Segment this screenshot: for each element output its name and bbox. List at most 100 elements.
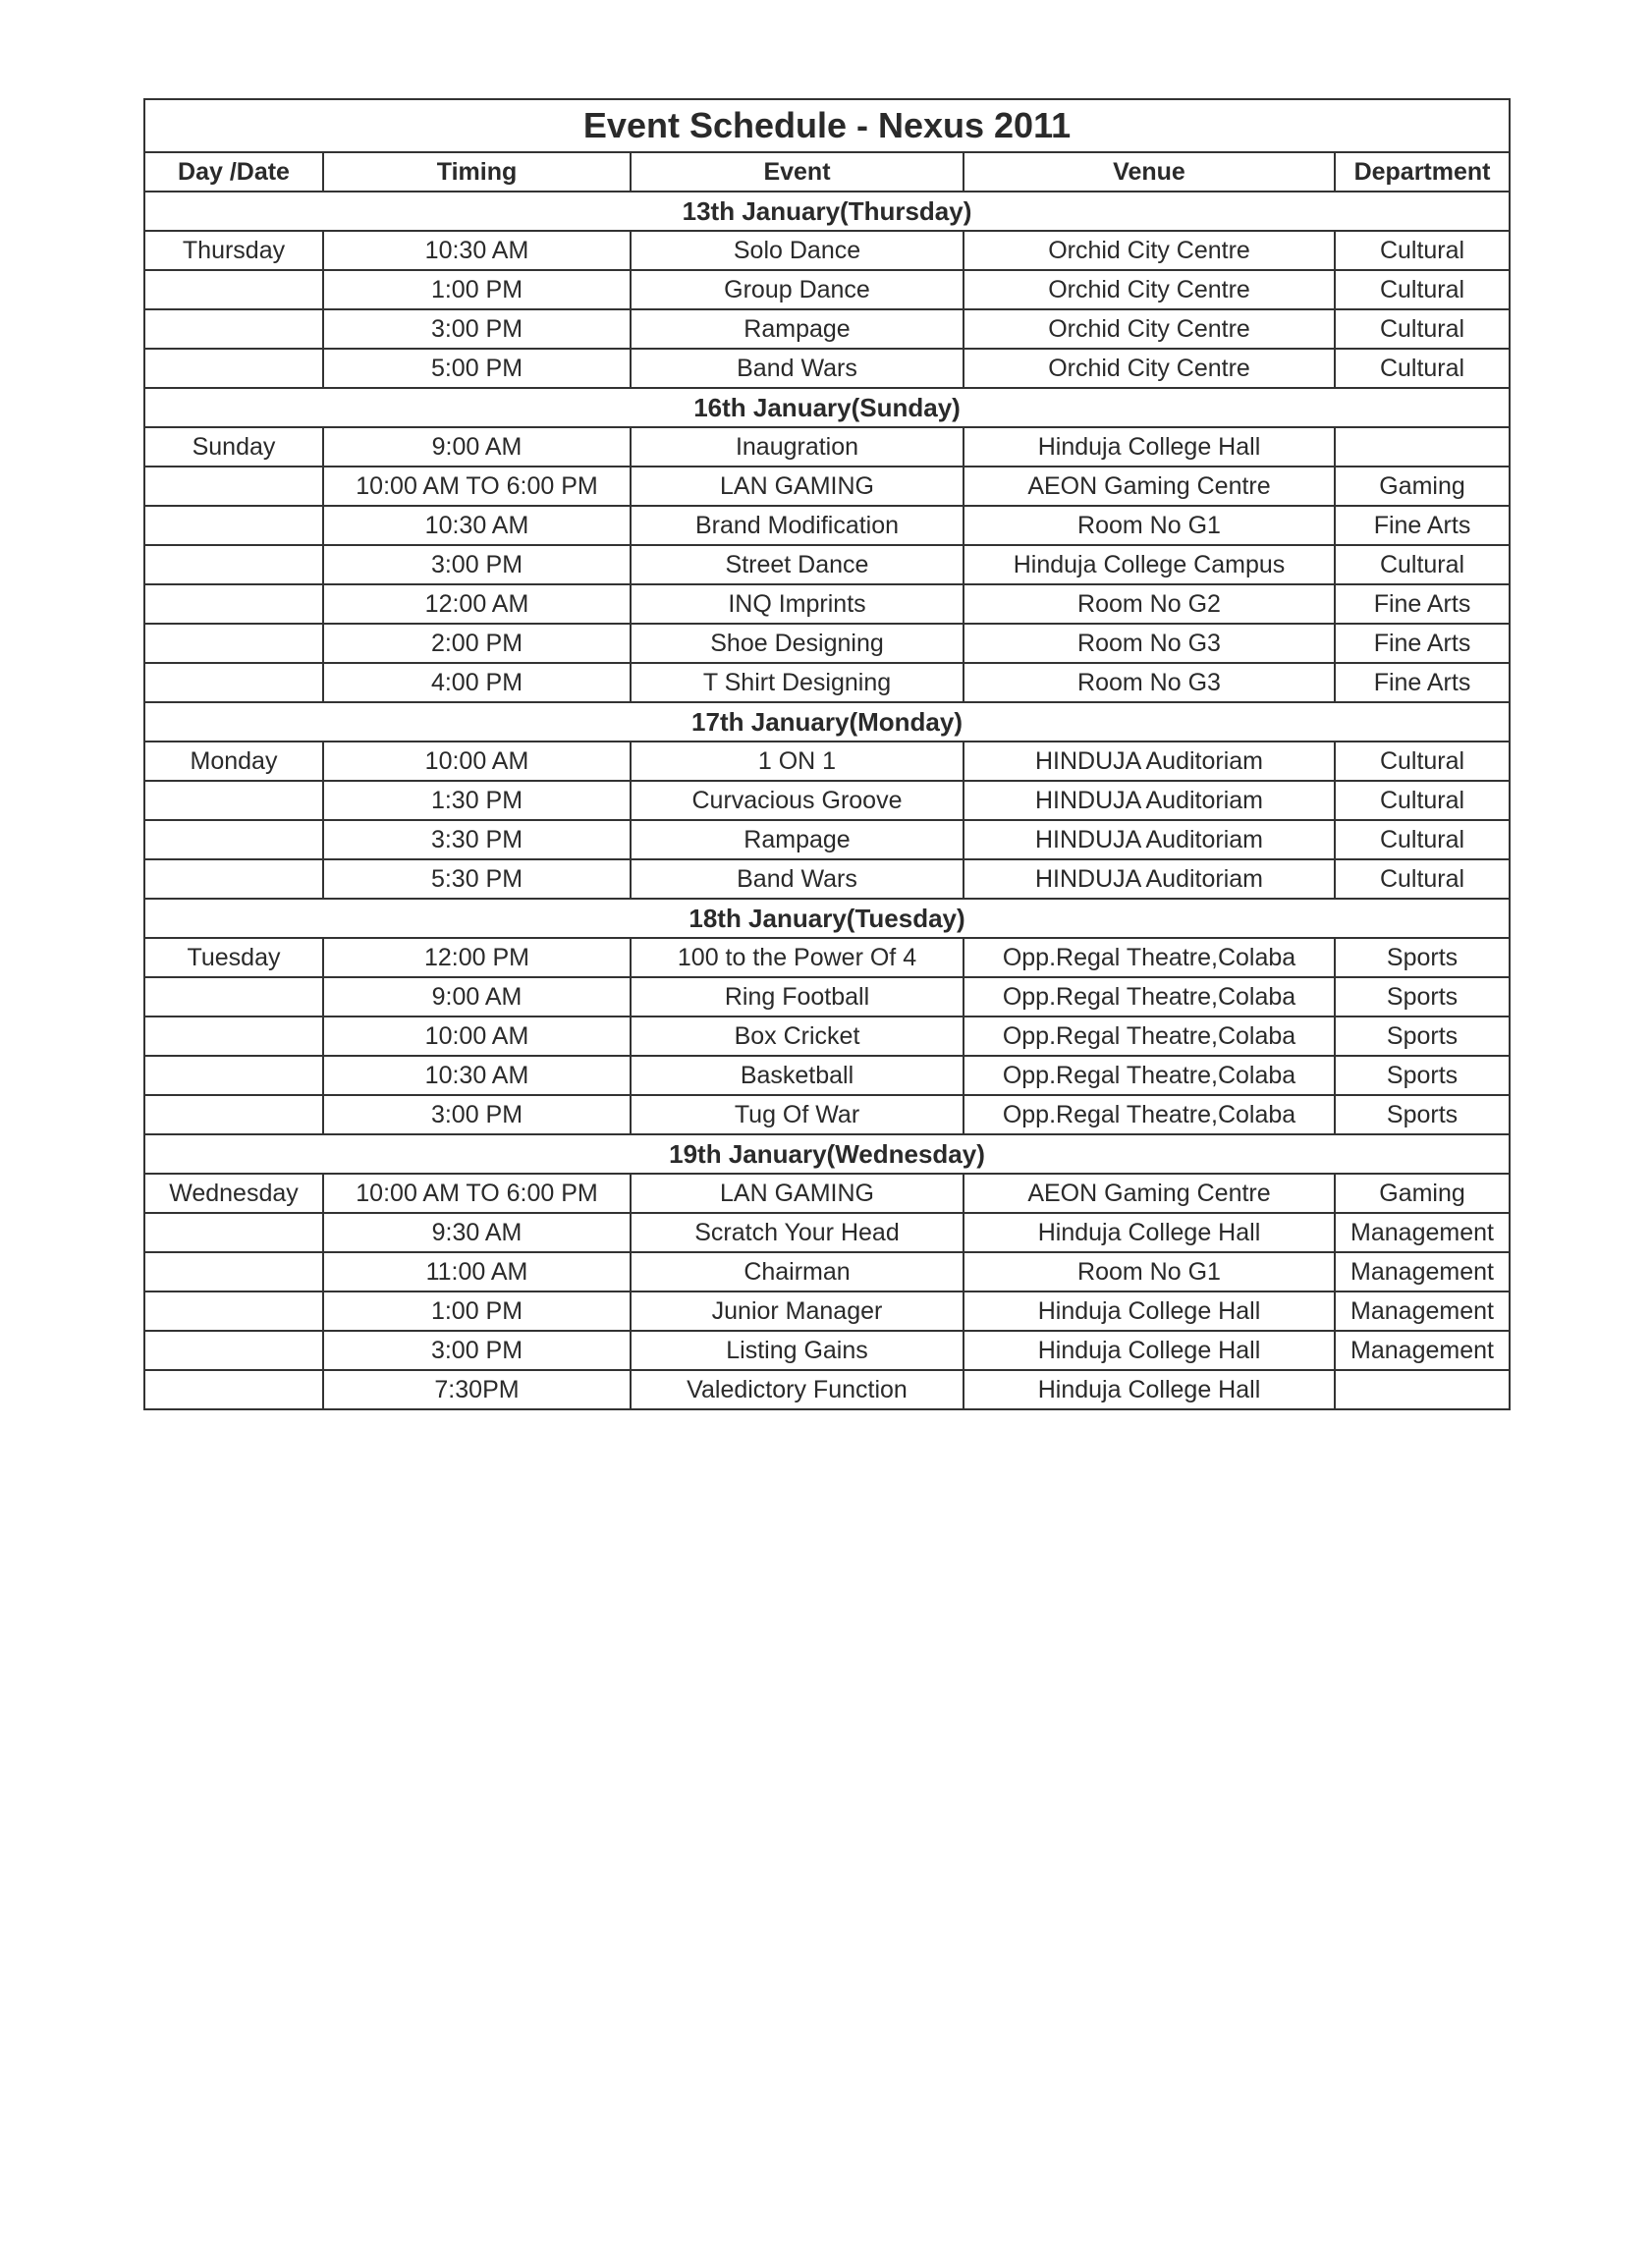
venue-cell: Opp.Regal Theatre,Colaba: [963, 1016, 1336, 1057]
table-row: 1:00 PM Junior Manager Hinduja College Hal…: [143, 1291, 1512, 1332]
table-row: 11:00 AM Chairman Room No G1 Management: [143, 1251, 1512, 1292]
day-cell: [143, 1094, 324, 1135]
timing-cell: 2:00 PM: [322, 623, 632, 664]
venue-cell: Opp.Regal Theatre,Colaba: [963, 976, 1336, 1017]
header-timing: Timing: [322, 151, 632, 192]
day-cell: [143, 583, 324, 625]
table-row: Monday 10:00 AM 1 ON 1 HINDUJA Auditoriam Cu…: [143, 741, 1512, 782]
date-row: 19th January(Wednesday): [142, 1133, 1512, 1175]
date-heading: 19th January(Wednesday): [142, 1133, 1512, 1175]
event-cell: Brand Modification: [630, 505, 964, 546]
department-cell: Management: [1333, 1291, 1512, 1332]
venue-cell: Hinduja College Hall: [963, 1369, 1336, 1410]
table-row: Sunday 9:00 AM Inaugration Hinduja College …: [143, 426, 1512, 467]
day-cell: [143, 1016, 324, 1057]
table-row: 3:00 PM Rampage Orchid City Centre Cultural: [143, 308, 1512, 350]
table-row: 7:30PM Valedictory Function Hinduja Colleg…: [143, 1369, 1512, 1410]
timing-cell: 9:00 AM: [322, 976, 632, 1017]
table-row: 1:00 PM Group Dance Orchid City Centre Cult…: [143, 269, 1512, 310]
table-row: 10:00 AM Box Cricket Opp.Regal Theatre,Col…: [143, 1016, 1512, 1057]
table-row: Thursday 10:30 AM Solo Dance Orchid City Ce…: [143, 230, 1512, 271]
department-cell: [1333, 1369, 1512, 1410]
table-row: 2:00 PM Shoe Designing Room No G3 Fine Arts: [143, 623, 1512, 664]
event-cell: Scratch Your Head: [630, 1212, 964, 1253]
timing-cell: 1:30 PM: [322, 780, 632, 821]
timing-cell: 1:00 PM: [322, 269, 632, 310]
event-cell: Junior Manager: [630, 1291, 964, 1332]
date-heading: 13th January(Thursday): [142, 191, 1512, 232]
timing-cell: 10:30 AM: [322, 1055, 632, 1096]
table-row: 10:30 AM Basketball Opp.Regal Theatre,Cola…: [143, 1055, 1512, 1096]
department-cell: Fine Arts: [1333, 583, 1512, 625]
venue-cell: HINDUJA Auditoriam: [963, 741, 1336, 782]
date-heading: 17th January(Monday): [142, 701, 1512, 742]
venue-cell: Opp.Regal Theatre,Colaba: [963, 937, 1336, 978]
venue-cell: Orchid City Centre: [963, 230, 1336, 271]
day-cell: [143, 466, 324, 507]
header-department: Department: [1333, 151, 1512, 192]
event-cell: Rampage: [630, 308, 964, 350]
event-cell: Valedictory Function: [630, 1369, 964, 1410]
venue-cell: Orchid City Centre: [963, 269, 1336, 310]
timing-cell: 3:00 PM: [322, 308, 632, 350]
venue-cell: Room No G2: [963, 583, 1336, 625]
venue-cell: Hinduja College Hall: [963, 1330, 1336, 1371]
day-cell: [143, 544, 324, 585]
timing-cell: 9:00 AM: [322, 426, 632, 467]
timing-cell: 3:00 PM: [322, 544, 632, 585]
date-row: 13th January(Thursday): [142, 191, 1512, 232]
day-cell: [143, 1212, 324, 1253]
timing-cell: 1:00 PM: [322, 1291, 632, 1332]
department-cell: Cultural: [1333, 819, 1512, 860]
venue-cell: Opp.Regal Theatre,Colaba: [963, 1055, 1336, 1096]
day-cell: Thursday: [143, 230, 324, 271]
day-cell: [143, 505, 324, 546]
table-row: 3:00 PM Tug Of War Opp.Regal Theatre,Colab…: [143, 1094, 1512, 1135]
day-cell: [143, 780, 324, 821]
department-cell: [1333, 426, 1512, 467]
event-cell: Chairman: [630, 1251, 964, 1292]
schedule-title: Event Schedule - Nexus 2011: [142, 98, 1512, 153]
timing-cell: 10:00 AM TO 6:00 PM: [322, 466, 632, 507]
department-cell: Sports: [1333, 976, 1512, 1017]
event-cell: Ring Football: [630, 976, 964, 1017]
venue-cell: Room No G1: [963, 505, 1336, 546]
timing-cell: 10:00 AM: [322, 1016, 632, 1057]
timing-cell: 3:00 PM: [322, 1094, 632, 1135]
timing-cell: 5:00 PM: [322, 348, 632, 389]
event-cell: 100 to the Power Of 4: [630, 937, 964, 978]
department-cell: Gaming: [1333, 466, 1512, 507]
department-cell: Cultural: [1333, 741, 1512, 782]
department-cell: Sports: [1333, 1016, 1512, 1057]
event-cell: Street Dance: [630, 544, 964, 585]
day-cell: [143, 348, 324, 389]
table-row: 4:00 PM T Shirt Designing Room No G3 Fine A…: [143, 662, 1512, 703]
table-row: 5:30 PM Band Wars HINDUJA Auditoriam Cultur…: [143, 858, 1512, 900]
timing-cell: 5:30 PM: [322, 858, 632, 900]
day-cell: [143, 662, 324, 703]
timing-cell: 9:30 AM: [322, 1212, 632, 1253]
table-row: 10:30 AM Brand Modification Room No G1 Fine…: [143, 505, 1512, 546]
venue-cell: Orchid City Centre: [963, 308, 1336, 350]
department-cell: Cultural: [1333, 858, 1512, 900]
event-cell: Basketball: [630, 1055, 964, 1096]
day-cell: [143, 1330, 324, 1371]
department-cell: Cultural: [1333, 348, 1512, 389]
venue-cell: AEON Gaming Centre: [963, 1173, 1336, 1214]
venue-cell: Hinduja College Hall: [963, 1212, 1336, 1253]
header-day-date: Day /Date: [143, 151, 324, 192]
timing-cell: 10:00 AM TO 6:00 PM: [322, 1173, 632, 1214]
table-row: 3:30 PM Rampage HINDUJA Auditoriam Cultural: [143, 819, 1512, 860]
venue-cell: HINDUJA Auditoriam: [963, 780, 1336, 821]
table-row: Wednesday 10:00 AM TO 6:00 PM LAN GAMING AE…: [143, 1173, 1512, 1214]
day-cell: [143, 308, 324, 350]
timing-cell: 7:30PM: [322, 1369, 632, 1410]
date-heading: 16th January(Sunday): [142, 387, 1512, 428]
department-cell: Sports: [1333, 937, 1512, 978]
header-event: Event: [630, 151, 964, 192]
table-row: Tuesday 12:00 PM 100 to the Power Of 4 Opp.…: [143, 937, 1512, 978]
event-cell: Group Dance: [630, 269, 964, 310]
timing-cell: 4:00 PM: [322, 662, 632, 703]
day-cell: Sunday: [143, 426, 324, 467]
event-cell: Inaugration: [630, 426, 964, 467]
